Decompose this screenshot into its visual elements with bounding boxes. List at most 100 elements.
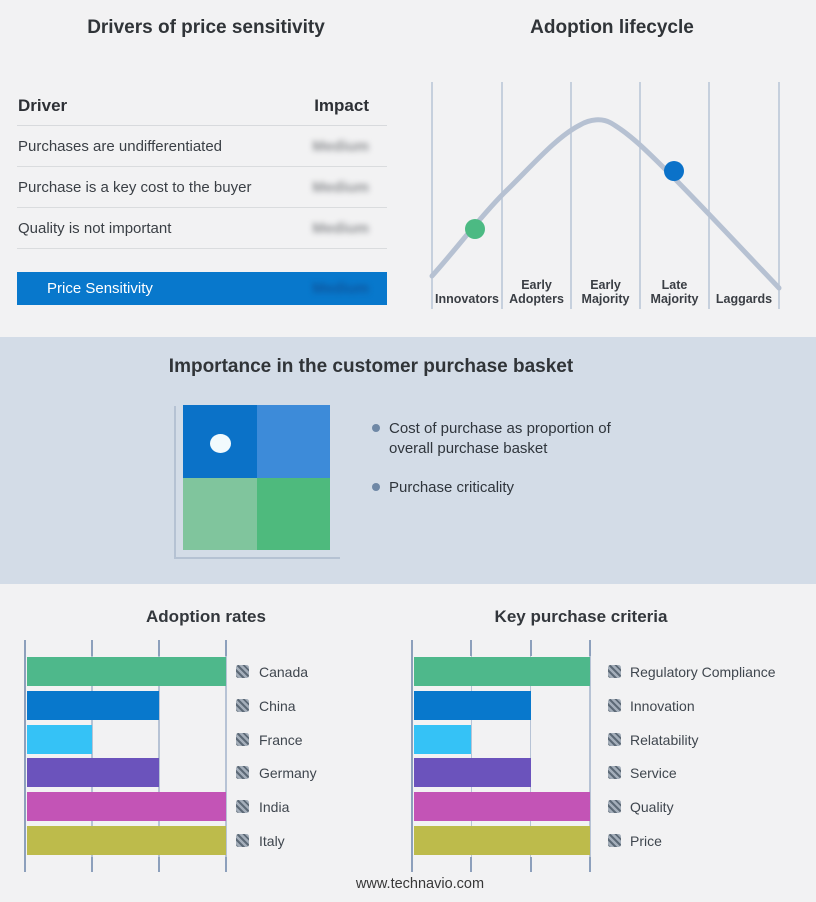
- bar-china: [26, 691, 160, 720]
- bullet-text: Cost of purchase as proportion of overal…: [389, 420, 611, 457]
- table-row: Quality is not important Medium: [17, 208, 387, 249]
- legend-label: China: [259, 697, 296, 714]
- key-purchase-criteria-title: Key purchase criteria: [494, 607, 668, 626]
- axis-tick: [24, 640, 26, 656]
- axis-tick: [225, 857, 227, 872]
- legend-swatch-icon: [236, 733, 249, 746]
- axis-tick: [91, 857, 93, 872]
- legend-swatch-icon: [608, 665, 621, 678]
- chart-gridline: [470, 640, 473, 862]
- lifecycle-marker-innovators: [465, 219, 485, 239]
- highlight-row-impact-blurred: Medium: [312, 280, 369, 297]
- table-row: Purchases are undifferentiated Medium: [17, 126, 387, 167]
- bar-service: [413, 758, 531, 787]
- chart-gridline: [589, 640, 591, 862]
- stage-label: Early Adopters: [509, 277, 564, 307]
- stage-label: Early Majority: [581, 277, 630, 307]
- bar-quality: [413, 792, 590, 821]
- legend-swatch-icon: [608, 733, 621, 746]
- driver-cell: Quality is not important: [18, 219, 172, 237]
- axis-tick: [589, 857, 591, 872]
- highlight-row-label: Price Sensitivity: [47, 280, 153, 297]
- purchase-basket-band: [0, 337, 816, 584]
- legend-label: Price: [630, 832, 662, 849]
- basket-y-axis: [174, 406, 176, 559]
- bar-innovation: [413, 691, 531, 720]
- price-sensitivity-highlight-row: Price Sensitivity Medium: [17, 272, 387, 305]
- impact-cell-blurred: Medium: [312, 219, 369, 237]
- footer-link[interactable]: www.technavio.com: [355, 876, 485, 892]
- basket-position-dot: [210, 434, 231, 453]
- driver-cell: Purchases are undifferentiated: [18, 137, 223, 155]
- axis-tick: [24, 857, 26, 872]
- stage-label: Late Majority: [650, 277, 699, 307]
- bar-india: [26, 792, 226, 821]
- adoption-curve: [429, 117, 782, 291]
- bar-relatability: [413, 725, 472, 754]
- chart-gridline: [529, 640, 532, 862]
- bar-france: [26, 725, 92, 754]
- drivers-table-header: Driver Impact: [17, 96, 387, 126]
- legend-swatch-icon: [236, 766, 249, 779]
- bar-regulatory-compliance: [413, 657, 590, 686]
- axis-tick: [225, 640, 227, 656]
- quadrant-bottom-left: [183, 477, 257, 550]
- bar-canada: [26, 657, 226, 686]
- chart-gridline: [24, 640, 27, 862]
- bullet-text: Purchase criticality: [389, 479, 515, 496]
- legend-label: Italy: [259, 832, 285, 849]
- bullet-icon: [372, 424, 380, 432]
- legend-label: France: [259, 731, 303, 748]
- lifecycle-marker-late-majority: [664, 161, 684, 181]
- basket-bullet-1: Cost of purchase as proportion of overal…: [372, 419, 624, 458]
- drivers-table-title: Drivers of price sensitivity: [87, 17, 325, 38]
- basket-quadrant-matrix: [183, 405, 330, 550]
- bar-italy: [26, 826, 226, 855]
- quadrant-top-right: [256, 405, 330, 478]
- basket-x-axis: [174, 557, 340, 559]
- legend-label: Germany: [259, 764, 317, 781]
- axis-tick: [411, 857, 413, 872]
- chart-gridline: [158, 640, 160, 862]
- drivers-table-body: Purchases are undifferentiated Medium Purc…: [17, 126, 387, 249]
- legend-swatch-icon: [236, 665, 249, 678]
- legend-swatch-icon: [608, 834, 621, 847]
- legend-swatch-icon: [236, 834, 249, 847]
- legend-swatch-icon: [608, 800, 621, 813]
- axis-tick: [411, 640, 413, 656]
- adoption-rates-title: Adoption rates: [146, 607, 266, 626]
- legend-label: Service: [630, 764, 677, 781]
- driver-cell: Purchase is a key cost to the buyer: [18, 178, 252, 196]
- basket-title: Importance in the customer purchase bask…: [168, 356, 574, 377]
- lifecycle-chart: [429, 82, 782, 309]
- legend-label: Innovation: [630, 697, 695, 714]
- legend-swatch-icon: [236, 800, 249, 813]
- bar-price: [413, 826, 590, 855]
- axis-tick: [91, 640, 93, 656]
- axis-tick: [589, 640, 591, 656]
- axis-tick: [529, 640, 532, 656]
- stage-label: Laggards: [715, 292, 773, 307]
- legend-label: Canada: [259, 663, 309, 680]
- driver-column-header: Driver: [18, 96, 68, 115]
- impact-cell-blurred: Medium: [312, 178, 369, 196]
- chart-gridline: [225, 640, 227, 862]
- stage-label: Innovators: [435, 292, 499, 307]
- lifecycle-title: Adoption lifecycle: [530, 17, 694, 38]
- chart-gridline: [411, 640, 414, 862]
- axis-tick: [158, 640, 160, 656]
- quadrant-bottom-right: [256, 477, 330, 550]
- table-row: Purchase is a key cost to the buyer Mediu…: [17, 167, 387, 208]
- basket-bullet-2: Purchase criticality: [372, 478, 624, 498]
- chart-gridline: [91, 640, 93, 862]
- axis-tick: [158, 857, 160, 872]
- legend-swatch-icon: [236, 699, 249, 712]
- axis-tick: [529, 857, 532, 872]
- legend-label: India: [259, 798, 290, 815]
- impact-column-header: Impact: [314, 96, 369, 115]
- bullet-icon: [372, 483, 380, 491]
- legend-label: Relatability: [630, 731, 699, 748]
- legend-swatch-icon: [608, 699, 621, 712]
- drivers-table: Driver Impact Purchases are undifferenti…: [17, 96, 387, 249]
- bar-germany: [26, 758, 160, 787]
